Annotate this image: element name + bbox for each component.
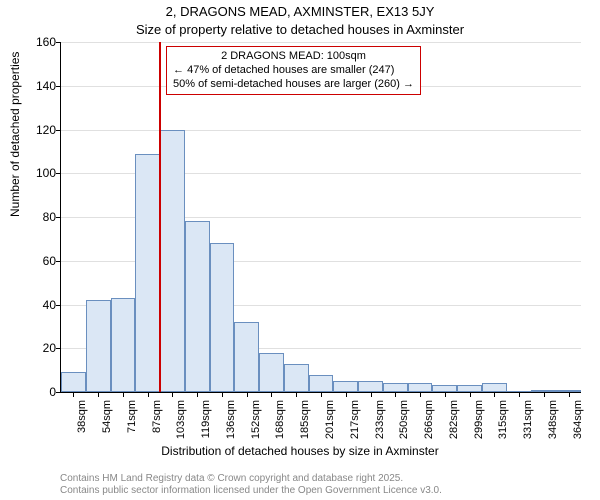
bar bbox=[61, 372, 86, 392]
bar bbox=[383, 383, 408, 392]
xtick-label: 38sqm bbox=[76, 400, 88, 433]
histogram-chart: 2, DRAGONS MEAD, AXMINSTER, EX13 5JY Siz… bbox=[0, 0, 600, 500]
xtick-label: 87sqm bbox=[151, 400, 163, 433]
xtick-label: 364sqm bbox=[572, 400, 584, 439]
xtick-label: 348sqm bbox=[547, 400, 559, 439]
bar bbox=[408, 383, 433, 392]
xtick-mark bbox=[98, 392, 99, 397]
ytick-mark bbox=[56, 130, 61, 131]
ytick-mark bbox=[56, 42, 61, 43]
xtick-mark bbox=[544, 392, 545, 397]
bar bbox=[309, 375, 334, 393]
annotation-line: 2 DRAGONS MEAD: 100sqm bbox=[173, 50, 414, 64]
annotation-line: ← 47% of detached houses are smaller (24… bbox=[173, 64, 414, 78]
bar bbox=[259, 353, 284, 392]
xtick-mark bbox=[271, 392, 272, 397]
ytick-mark bbox=[56, 305, 61, 306]
xtick-label: 168sqm bbox=[274, 400, 286, 439]
chart-title-sub: Size of property relative to detached ho… bbox=[0, 22, 600, 37]
gridline bbox=[61, 130, 581, 131]
bar bbox=[210, 243, 235, 392]
ytick-label: 140 bbox=[16, 79, 56, 93]
xtick-label: 201sqm bbox=[324, 400, 336, 439]
xtick-label: 217sqm bbox=[349, 400, 361, 439]
bar bbox=[135, 154, 160, 392]
ytick-mark bbox=[56, 173, 61, 174]
xtick-mark bbox=[371, 392, 372, 397]
xtick-label: 299sqm bbox=[473, 400, 485, 439]
ytick-mark bbox=[56, 217, 61, 218]
ytick-label: 40 bbox=[16, 298, 56, 312]
xtick-label: 71sqm bbox=[126, 400, 138, 433]
ytick-label: 0 bbox=[16, 385, 56, 399]
footer-line-1: Contains HM Land Registry data © Crown c… bbox=[60, 473, 403, 484]
xtick-label: 282sqm bbox=[448, 400, 460, 439]
xtick-mark bbox=[445, 392, 446, 397]
bar bbox=[111, 298, 136, 392]
xtick-mark bbox=[494, 392, 495, 397]
ytick-label: 160 bbox=[16, 35, 56, 49]
ytick-mark bbox=[56, 392, 61, 393]
xtick-mark bbox=[420, 392, 421, 397]
xtick-label: 233sqm bbox=[374, 400, 386, 439]
bar bbox=[185, 221, 210, 392]
xtick-label: 152sqm bbox=[250, 400, 262, 439]
xtick-mark bbox=[222, 392, 223, 397]
xtick-mark bbox=[197, 392, 198, 397]
ytick-mark bbox=[56, 86, 61, 87]
xtick-label: 119sqm bbox=[200, 400, 212, 438]
ytick-label: 80 bbox=[16, 210, 56, 224]
ytick-mark bbox=[56, 261, 61, 262]
xtick-mark bbox=[247, 392, 248, 397]
xtick-label: 331sqm bbox=[522, 400, 534, 439]
x-axis-label: Distribution of detached houses by size … bbox=[0, 444, 600, 458]
bar bbox=[358, 381, 383, 392]
bar bbox=[482, 383, 507, 392]
bar bbox=[284, 364, 309, 392]
bar bbox=[333, 381, 358, 392]
bar bbox=[86, 300, 111, 392]
xtick-mark bbox=[148, 392, 149, 397]
xtick-mark bbox=[519, 392, 520, 397]
chart-title-main: 2, DRAGONS MEAD, AXMINSTER, EX13 5JY bbox=[0, 4, 600, 19]
plot-area: 2 DRAGONS MEAD: 100sqm← 47% of detached … bbox=[60, 42, 581, 393]
xtick-label: 103sqm bbox=[175, 400, 187, 439]
reference-line bbox=[159, 42, 161, 392]
xtick-mark bbox=[395, 392, 396, 397]
ytick-label: 20 bbox=[16, 341, 56, 355]
xtick-label: 54sqm bbox=[101, 400, 113, 433]
bar bbox=[234, 322, 259, 392]
xtick-mark bbox=[321, 392, 322, 397]
xtick-mark bbox=[346, 392, 347, 397]
ytick-label: 120 bbox=[16, 123, 56, 137]
xtick-label: 315sqm bbox=[497, 400, 509, 439]
xtick-mark bbox=[73, 392, 74, 397]
annotation-line: 50% of semi-detached houses are larger (… bbox=[173, 78, 414, 92]
ytick-label: 60 bbox=[16, 254, 56, 268]
xtick-mark bbox=[569, 392, 570, 397]
xtick-label: 136sqm bbox=[225, 400, 237, 439]
bar bbox=[160, 130, 185, 393]
ytick-mark bbox=[56, 348, 61, 349]
xtick-mark bbox=[123, 392, 124, 397]
xtick-mark bbox=[296, 392, 297, 397]
xtick-label: 185sqm bbox=[299, 400, 311, 439]
xtick-mark bbox=[470, 392, 471, 397]
xtick-mark bbox=[172, 392, 173, 397]
ytick-label: 100 bbox=[16, 166, 56, 180]
footer-line-2: Contains public sector information licen… bbox=[60, 485, 442, 496]
annotation-box: 2 DRAGONS MEAD: 100sqm← 47% of detached … bbox=[166, 46, 421, 95]
xtick-label: 266sqm bbox=[423, 400, 435, 439]
xtick-label: 250sqm bbox=[398, 400, 410, 439]
gridline bbox=[61, 42, 581, 43]
